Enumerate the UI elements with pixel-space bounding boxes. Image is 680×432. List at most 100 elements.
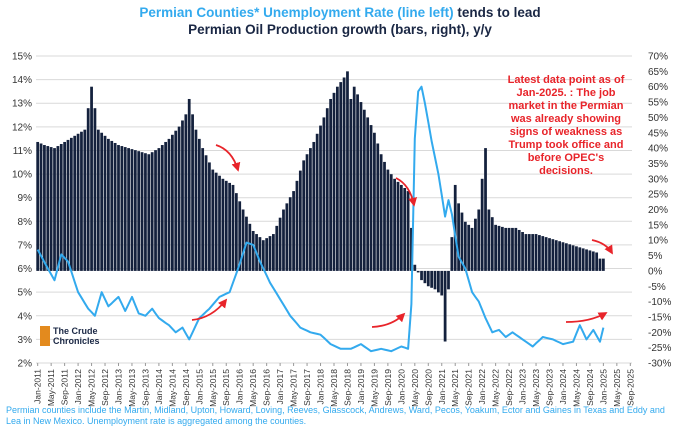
bar — [160, 145, 164, 271]
right-tick-label: 40% — [648, 144, 668, 155]
logo-line2: Chronicles — [53, 336, 100, 346]
bar — [46, 146, 50, 271]
left-tick-label: 3% — [18, 335, 33, 346]
right-tick-label: 5% — [648, 251, 663, 262]
bar — [541, 236, 545, 271]
bar — [575, 246, 578, 271]
arrow-up-2015 — [191, 298, 228, 321]
right-tick-label: -25% — [648, 343, 671, 354]
bar — [595, 252, 599, 271]
left-tick-label: 5% — [18, 288, 33, 299]
bar — [416, 270, 420, 273]
left-tick-label: 2% — [18, 359, 33, 370]
bar — [571, 245, 575, 271]
right-tick-label: 55% — [648, 98, 668, 109]
bar — [534, 234, 538, 271]
x-tick-label: Sep-2018 — [342, 369, 352, 406]
x-tick-label: Sep-2023 — [545, 369, 555, 406]
bar — [107, 138, 110, 271]
bar — [80, 131, 83, 271]
x-tick-label: May-2021 — [450, 369, 460, 407]
x-tick-label: Jan-2017 — [275, 369, 285, 405]
right-tick-label: 10% — [648, 236, 668, 247]
bar — [302, 160, 306, 271]
x-tick-label: May-2013 — [127, 369, 137, 407]
bar — [140, 152, 144, 271]
bar — [420, 270, 423, 281]
bar — [197, 138, 201, 271]
x-tick-label: Jan-2025 — [598, 369, 608, 405]
bar — [437, 270, 440, 293]
x-tick-label: Jan-2023 — [518, 369, 528, 405]
bar — [538, 235, 541, 271]
bar — [258, 237, 262, 271]
bar — [399, 184, 403, 271]
bar — [335, 86, 339, 271]
arrow-up-2020 — [371, 312, 406, 328]
bar — [500, 226, 504, 271]
bar — [187, 98, 191, 271]
bar — [601, 258, 605, 271]
bar — [339, 82, 343, 271]
bar — [319, 125, 322, 271]
left-tick-label: 7% — [18, 240, 33, 251]
x-tick-label: May-2018 — [329, 369, 339, 407]
bar — [309, 148, 312, 271]
x-tick-label: Sep-2025 — [625, 369, 635, 406]
bar — [285, 203, 289, 271]
bar — [69, 137, 73, 271]
bar — [366, 117, 370, 271]
bar — [150, 152, 154, 271]
bar — [53, 148, 56, 271]
x-tick-label: Sep-2022 — [504, 369, 514, 406]
chart-annotation: Latest data point as of Jan-2025. : The … — [507, 74, 625, 177]
right-tick-label: 25% — [648, 190, 668, 201]
bar — [410, 227, 413, 271]
bar — [103, 135, 107, 271]
bar — [110, 140, 114, 271]
bar — [184, 114, 188, 271]
bar — [59, 144, 63, 271]
right-tick-label: 30% — [648, 174, 668, 185]
right-tick-label: 60% — [648, 82, 668, 93]
bar — [423, 270, 427, 284]
bar — [396, 181, 400, 271]
right-tick-label: 15% — [648, 220, 668, 231]
bar — [234, 193, 238, 271]
left-tick-label: 13% — [12, 99, 32, 110]
bar — [531, 234, 535, 271]
bar — [373, 132, 376, 271]
logo-text: The Crude Chronicles — [53, 326, 153, 346]
x-tick-label: May-2012 — [87, 369, 97, 407]
bar — [268, 236, 272, 271]
bar — [228, 182, 231, 271]
bar — [585, 249, 588, 271]
bar — [376, 143, 380, 271]
x-tick-label: Jan-2020 — [396, 369, 406, 405]
bar — [581, 248, 585, 271]
right-tick-label: -5% — [648, 282, 666, 293]
bar — [177, 126, 181, 271]
bar — [66, 139, 70, 271]
bar — [457, 203, 460, 271]
arrow-up-2025 — [565, 312, 608, 323]
x-tick-label: Sep-2012 — [100, 369, 110, 406]
bar — [221, 178, 225, 271]
chart-footnote: Permian counties include the Martin, Mid… — [6, 405, 665, 426]
bar — [157, 148, 161, 271]
bar — [389, 174, 393, 271]
bar — [194, 129, 198, 271]
x-tick-label: May-2023 — [531, 369, 541, 407]
x-tick-label: Jan-2014 — [154, 369, 164, 405]
bar — [325, 108, 329, 271]
left-tick-label: 8% — [18, 217, 33, 228]
bar — [137, 151, 141, 271]
bar — [450, 237, 454, 271]
title-line2: Permian Oil Production growth (bars, rig… — [188, 22, 492, 37]
bar — [346, 71, 349, 271]
right-tick-label: 35% — [648, 159, 668, 170]
right-tick-label: 65% — [648, 67, 668, 78]
bar — [76, 133, 80, 271]
bar — [90, 86, 93, 271]
